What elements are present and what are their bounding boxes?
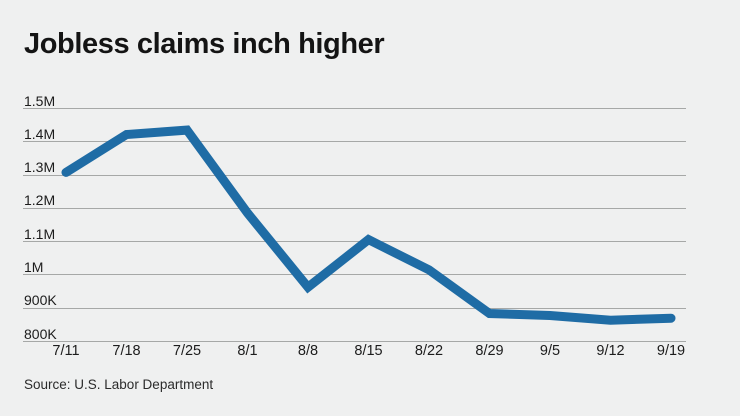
claims-line-series bbox=[61, 125, 676, 325]
x-tick-label-8-22: 8/22 bbox=[414, 343, 444, 359]
gridline-1.5m bbox=[23, 108, 686, 109]
x-tick-label-7-18: 7/18 bbox=[112, 343, 141, 359]
x-tick-label-9-19: 9/19 bbox=[656, 343, 686, 359]
y-tick-label-1.5m: 1.5M bbox=[24, 92, 56, 109]
y-tick-label-1.2m: 1.2M bbox=[24, 192, 56, 209]
x-tick-label-8-15: 8/15 bbox=[354, 343, 383, 359]
y-tick-label-1.3m: 1.3M bbox=[24, 159, 56, 176]
gridline-1.4m bbox=[23, 141, 686, 143]
gridline-800k bbox=[23, 341, 686, 342]
x-tick-label-8-8: 8/8 bbox=[297, 343, 319, 359]
source-note: Source: U.S. Labor Department bbox=[24, 377, 214, 392]
y-tick-label-1.1m: 1.1M bbox=[24, 225, 56, 242]
y-tick-label-1.4m: 1.4M bbox=[24, 125, 56, 142]
x-tick-label-9-5: 9/5 bbox=[539, 343, 561, 359]
gridline-900k bbox=[23, 307, 686, 309]
x-tick-label-8-29: 8/29 bbox=[475, 343, 504, 359]
x-tick-label-7-25: 7/25 bbox=[172, 343, 202, 359]
x-tick-label-8-1: 8/1 bbox=[237, 343, 258, 359]
gridline-1m bbox=[23, 274, 686, 276]
y-tick-label-900k: 900K bbox=[24, 292, 57, 309]
x-tick-label-7-11: 7/11 bbox=[52, 343, 80, 359]
gridline-1.1m bbox=[23, 241, 686, 243]
gridline-1.3m bbox=[23, 174, 686, 176]
y-tick-label-800k: 800K bbox=[24, 325, 57, 342]
y-tick-label-1m: 1M bbox=[24, 258, 44, 275]
x-tick-label-9-12: 9/12 bbox=[596, 343, 625, 359]
gridline-1.2m bbox=[23, 207, 686, 209]
chart-title: Jobless claims inch higher bbox=[24, 28, 385, 60]
